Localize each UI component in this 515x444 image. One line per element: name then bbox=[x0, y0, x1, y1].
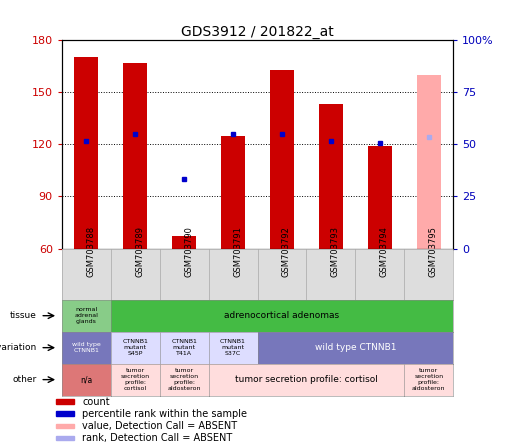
Text: CTNNB1
mutant
S45P: CTNNB1 mutant S45P bbox=[122, 339, 148, 356]
Bar bbox=[74, 57, 98, 249]
Text: CTNNB1
mutant
S37C: CTNNB1 mutant S37C bbox=[220, 339, 246, 356]
Text: GSM703793: GSM703793 bbox=[331, 226, 340, 277]
Text: rank, Detection Call = ABSENT: rank, Detection Call = ABSENT bbox=[82, 433, 233, 443]
Text: tumor secretion profile: cortisol: tumor secretion profile: cortisol bbox=[235, 375, 378, 384]
Text: GSM703792: GSM703792 bbox=[282, 226, 291, 277]
Text: GSM703789: GSM703789 bbox=[135, 226, 144, 277]
Text: GSM703795: GSM703795 bbox=[428, 226, 438, 277]
Text: tumor
secretion
profile:
cortisol: tumor secretion profile: cortisol bbox=[121, 369, 150, 391]
Text: n/a: n/a bbox=[80, 375, 92, 384]
Bar bbox=[221, 135, 245, 249]
Text: GSM703790: GSM703790 bbox=[184, 226, 193, 277]
Text: adrenocortical adenomas: adrenocortical adenomas bbox=[225, 311, 339, 320]
Bar bbox=[172, 237, 196, 249]
Text: genotype/variation: genotype/variation bbox=[0, 343, 37, 352]
Text: percentile rank within the sample: percentile rank within the sample bbox=[82, 409, 247, 419]
Text: tissue: tissue bbox=[10, 311, 37, 320]
Text: count: count bbox=[82, 396, 110, 407]
Text: value, Detection Call = ABSENT: value, Detection Call = ABSENT bbox=[82, 421, 237, 431]
Text: GSM703788: GSM703788 bbox=[86, 226, 95, 277]
Text: wild type CTNNB1: wild type CTNNB1 bbox=[315, 343, 396, 352]
Text: tumor
secretion
profile:
aldosteron: tumor secretion profile: aldosteron bbox=[167, 369, 201, 391]
Bar bbox=[56, 424, 74, 428]
Bar bbox=[319, 104, 343, 249]
Text: GSM703791: GSM703791 bbox=[233, 226, 242, 277]
Bar bbox=[56, 436, 74, 440]
Text: tumor
secretion
profile:
aldosteron: tumor secretion profile: aldosteron bbox=[412, 369, 445, 391]
Bar bbox=[417, 75, 441, 249]
Bar bbox=[56, 412, 74, 416]
Bar bbox=[123, 63, 147, 249]
Title: GDS3912 / 201822_at: GDS3912 / 201822_at bbox=[181, 25, 334, 39]
Text: GSM703794: GSM703794 bbox=[380, 226, 389, 277]
Bar bbox=[270, 70, 294, 249]
Bar bbox=[56, 399, 74, 404]
Bar bbox=[368, 146, 392, 249]
Text: wild type
CTNNB1: wild type CTNNB1 bbox=[72, 342, 100, 353]
Text: normal
adrenal
glands: normal adrenal glands bbox=[74, 307, 98, 324]
Text: CTNNB1
mutant
T41A: CTNNB1 mutant T41A bbox=[171, 339, 197, 356]
Text: other: other bbox=[12, 375, 37, 384]
